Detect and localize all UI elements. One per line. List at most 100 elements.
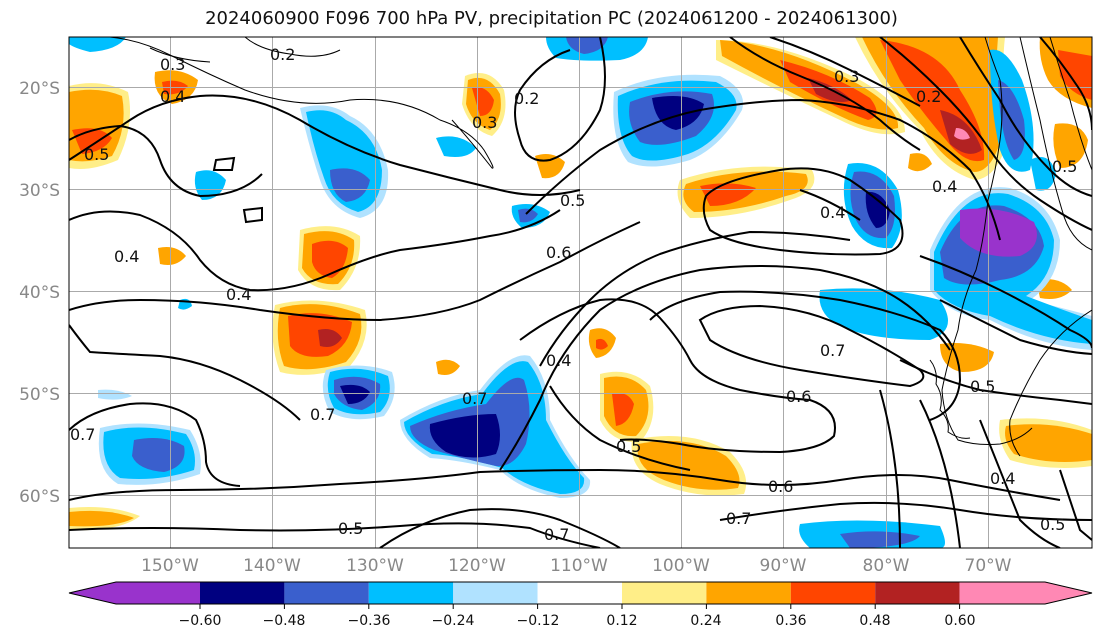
- longitude-labels: 150°W 140°W 130°W 120°W 110°W 100°W 90°W…: [141, 556, 1012, 576]
- colorbar-band: [284, 582, 369, 604]
- pv-contour: [69, 324, 301, 421]
- colorbar-tick-label: −0.24: [432, 613, 475, 629]
- pv-contour: [959, 37, 1092, 197]
- pv-contour: [514, 37, 606, 162]
- pv-contour: [1039, 37, 1092, 131]
- contour-label: 0.5: [616, 437, 641, 456]
- pv-contour: [69, 468, 1061, 501]
- pv-contour: [69, 124, 263, 198]
- precip-positive-blob: [158, 247, 186, 265]
- precipitation-shading: [69, 37, 1092, 548]
- pv-contour: [242, 206, 263, 224]
- precip-positive-blob: [69, 510, 134, 527]
- pv-contours: [69, 37, 1092, 548]
- contour-label: 0.5: [560, 191, 585, 210]
- lon-label: 130°W: [346, 556, 404, 576]
- lon-label: 140°W: [243, 556, 301, 576]
- contour-label: 0.4: [990, 469, 1015, 488]
- precip-positive-blob: [908, 153, 932, 172]
- colorbar-tick-label: 0.12: [606, 613, 637, 629]
- pv-contour: [69, 209, 561, 292]
- pv-contour: [799, 189, 861, 221]
- colorbar-tick-label: 0.48: [859, 613, 890, 629]
- lat-label: 40°S: [19, 283, 60, 303]
- pv-contour: [919, 255, 1092, 349]
- pv-contour: [729, 37, 921, 151]
- precip-positive-blob: [535, 154, 565, 179]
- precip-negative-blob: [330, 168, 370, 202]
- colorbar-band: [622, 582, 707, 604]
- pv-contour: [69, 94, 581, 196]
- contour-labels: 0.2 0.3 0.4 0.5 0.2 0.3 0.3 0.2 0.5 0.6 …: [70, 45, 1077, 544]
- precip-negative-blob: [566, 37, 608, 54]
- contour-label: 0.7: [310, 405, 335, 424]
- pv-contour: [499, 265, 951, 471]
- precip-positive-blob: [318, 329, 342, 347]
- pv-contour: [539, 230, 851, 367]
- lon-label: 100°W: [652, 556, 710, 576]
- lat-label: 20°S: [19, 79, 60, 99]
- contour-label: 0.7: [544, 525, 569, 544]
- colorbar-band: [706, 582, 791, 604]
- precip-negative-blob: [865, 191, 890, 228]
- pv-contour: [698, 304, 925, 388]
- contour-label: 0.6: [768, 477, 793, 496]
- coastline-patagonia: [1009, 309, 1092, 457]
- colorbar-extend-min: [69, 582, 116, 604]
- precip-negative-blob: [98, 389, 132, 400]
- precip-negative-blob: [132, 438, 185, 472]
- pv-contour: [899, 359, 1092, 405]
- pv-contour: [519, 298, 836, 454]
- precip-positive-blob: [954, 128, 970, 140]
- pv-contour: [979, 419, 1061, 548]
- precip-negative-blob: [69, 37, 126, 52]
- precip-positive-blob: [1005, 424, 1092, 462]
- lat-label: 30°S: [19, 181, 60, 201]
- colorbar-extend-max: [1045, 582, 1092, 604]
- colorbar-tick-label: −0.60: [179, 613, 222, 629]
- contour-label: 0.5: [1040, 515, 1065, 534]
- pv-contour: [109, 37, 494, 169]
- pv-contour: [69, 522, 601, 548]
- precip-negative-blob: [436, 136, 476, 157]
- pv-contour: [212, 156, 236, 171]
- colorbar-band: [116, 582, 200, 604]
- precip-positive-blob: [436, 359, 460, 375]
- pv-contour: [69, 402, 241, 487]
- colorbar-band: [453, 582, 538, 604]
- contour-label: 0.5: [338, 519, 363, 538]
- colorbar-tick-label: 0.24: [690, 613, 721, 629]
- pv-contour: [879, 37, 1092, 231]
- pv-contour: [244, 37, 341, 57]
- coastline-south-america: [941, 37, 1033, 445]
- colorbar-tick-label: 0.60: [944, 613, 975, 629]
- lon-label: 90°W: [760, 556, 807, 576]
- lat-label: 50°S: [19, 385, 60, 405]
- pv-contour: [1059, 469, 1092, 541]
- lon-label: 150°W: [141, 556, 199, 576]
- contour-label: 0.5: [970, 377, 995, 396]
- colorbar-band: [790, 582, 876, 604]
- pv-contour: [149, 47, 211, 63]
- map-title: 2024060900 F096 700 hPa PV, precipitatio…: [205, 8, 898, 29]
- lon-label: 80°W: [863, 556, 910, 576]
- contour-label: 0.7: [726, 509, 751, 528]
- colorbar-tick-label: −0.48: [263, 613, 306, 629]
- colorbar-tick-label: 0.36: [775, 613, 806, 629]
- pv-contour: [525, 98, 1001, 241]
- contour-label: 0.3: [472, 113, 497, 132]
- contour-label: 0.3: [834, 67, 859, 86]
- colorbar-band: [200, 582, 285, 604]
- precip-positive-blob: [596, 338, 608, 350]
- coastline-inland: [1019, 37, 1092, 251]
- pv-contour: [702, 167, 904, 256]
- contour-label: 0.4: [114, 247, 139, 266]
- pv-contour: [879, 389, 901, 548]
- contour-label: 0.7: [462, 389, 487, 408]
- lon-label: 120°W: [448, 556, 506, 576]
- colorbar-tick-label: −0.12: [517, 613, 560, 629]
- colorbar-band: [368, 582, 454, 604]
- contour-label: 0.2: [916, 87, 941, 106]
- lat-label: 60°S: [19, 487, 60, 507]
